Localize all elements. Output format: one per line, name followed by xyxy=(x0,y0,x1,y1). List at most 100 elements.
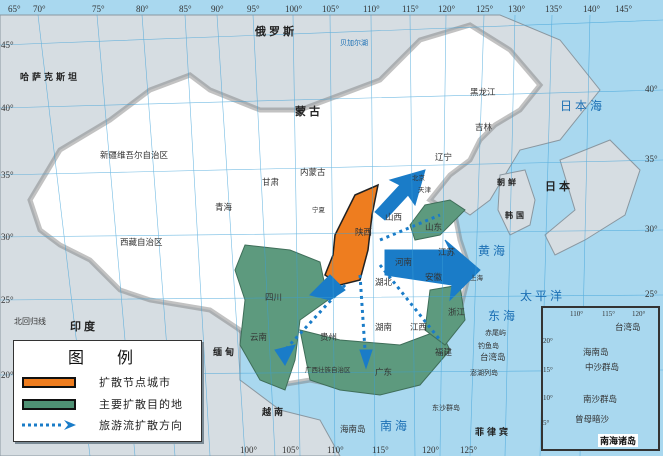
seas: 黄海 东海 南海 日本海 太平洋 xyxy=(380,98,605,433)
province-labels: 新疆维吾尔自治区 西藏自治区 青海 甘肃 内蒙古 黑龙江 吉林 辽宁 四川 贵州… xyxy=(100,87,506,435)
sichuan-yunnan-region xyxy=(234,244,329,391)
province-label: 天津 xyxy=(418,186,432,194)
province-label: 陕西 xyxy=(355,227,372,238)
country-label: 蒙古 xyxy=(295,104,323,118)
province-label: 吉林 xyxy=(475,122,493,133)
lon-label: 100° xyxy=(240,445,258,455)
sea-label: 太平洋 xyxy=(520,288,565,303)
lon-label: 95° xyxy=(247,4,260,14)
province-label: 河南 xyxy=(395,257,412,268)
dotted-arrow-icon xyxy=(22,420,76,430)
bottom-longitude-labels: 100° 105° 110° 115° 120° 125° xyxy=(240,445,478,455)
province-label: 湖北 xyxy=(375,278,393,288)
province-label: 山西 xyxy=(385,212,402,223)
province-label: 湖南 xyxy=(375,322,392,333)
lon-label: 130° xyxy=(508,4,526,14)
south-china-sea-inset xyxy=(541,306,660,451)
lon-label: 90° xyxy=(211,4,224,14)
flow-dotted-sichuan xyxy=(283,283,347,352)
lat-label: 40° xyxy=(1,103,14,113)
lon-label: 145° xyxy=(615,4,633,14)
lat-label: 25° xyxy=(1,295,14,305)
inset-title: 南海诸岛 xyxy=(598,434,639,447)
province-label: 黑龙江 xyxy=(470,87,496,98)
tropic-label: 北回归线 xyxy=(14,316,46,326)
province-label: 辽宁 xyxy=(435,152,452,163)
left-latitude-labels: 45° 40° 35° 30° 25° 20° xyxy=(1,40,14,380)
legend-label: 主要扩散目的地 xyxy=(99,398,183,411)
province-label: 云南 xyxy=(250,332,267,343)
flow-arrow-east xyxy=(384,239,481,302)
flow-arrow-northeast xyxy=(374,169,426,221)
island-labels: 赤尾屿 钓鱼岛 东沙群岛 澎湖列岛 xyxy=(432,328,506,412)
inset-lat-label: 10° xyxy=(543,394,553,402)
inset-lon-label: 120° xyxy=(632,310,646,318)
graticule xyxy=(0,14,663,456)
country-label: 朝鲜 xyxy=(497,177,519,187)
province-label: 福建 xyxy=(435,347,453,358)
country-label: 哈萨克斯坦 xyxy=(20,71,80,83)
flow-arrow-south xyxy=(359,349,373,370)
inset-lon-label: 115° xyxy=(602,310,615,318)
inset-lat-label: 20° xyxy=(543,337,553,345)
sea-label: 南海 xyxy=(380,418,410,433)
lon-label: 65° xyxy=(8,4,21,14)
country-label: 越南 xyxy=(261,406,286,418)
inset-label: 中沙群岛 xyxy=(585,362,619,372)
lon-label: 110° xyxy=(363,4,380,14)
legend-swatch-green xyxy=(22,398,76,410)
country-label: 印度 xyxy=(70,319,98,333)
legend-item-node-city xyxy=(22,375,76,389)
lon-label: 100° xyxy=(285,4,303,14)
lat-label: 45° xyxy=(1,40,14,50)
island-label: 钓鱼岛 xyxy=(478,341,499,350)
inset-lat-label: 15° xyxy=(543,366,553,374)
inset-label: 曾母暗沙 xyxy=(575,414,610,424)
lat-label: 25° xyxy=(645,289,658,299)
country-label: 缅甸 xyxy=(213,346,237,358)
lon-label: 85° xyxy=(179,4,192,14)
lon-label: 115° xyxy=(402,4,419,14)
inset-lat-label: 5° xyxy=(543,419,550,427)
province-label: 江苏 xyxy=(438,247,456,258)
lon-label: 135° xyxy=(545,4,563,14)
legend-label: 扩散节点城市 xyxy=(99,376,171,389)
country-labels: 俄罗斯 蒙古 哈萨克斯坦 印度 日本 朝鲜 韩国 缅甸 越南 菲律宾 xyxy=(20,24,570,438)
province-label: 台湾岛 xyxy=(480,352,506,363)
province-label: 上海 xyxy=(470,273,484,282)
lat-label: 20° xyxy=(1,370,14,380)
flow-arrow-yunnan xyxy=(274,344,296,366)
province-label: 宁夏 xyxy=(312,205,326,214)
china-mainland xyxy=(27,22,544,388)
province-label: 青海 xyxy=(215,202,233,213)
lat-label: 40° xyxy=(645,84,658,94)
lake-label: 贝加尔湖 xyxy=(340,38,368,47)
guangdong-guangxi-region xyxy=(299,329,451,396)
lon-label: 105° xyxy=(322,4,340,14)
country-label: 俄罗斯 xyxy=(254,24,297,38)
lon-label: 115° xyxy=(372,445,389,455)
province-label: 北京 xyxy=(412,173,426,182)
province-label: 广西壮族自治区 xyxy=(305,365,351,374)
lon-label: 140° xyxy=(583,4,601,14)
legend-swatch-orange xyxy=(22,376,76,388)
inset-lon-label: 110° xyxy=(570,310,583,318)
province-label: 西藏自治区 xyxy=(120,237,163,248)
province-label: 安徽 xyxy=(425,272,443,283)
lon-label: 125° xyxy=(460,445,478,455)
province-label: 山东 xyxy=(425,222,442,233)
lon-label: 75° xyxy=(92,4,105,14)
shandong-region xyxy=(409,199,466,241)
province-label: 广东 xyxy=(375,367,392,378)
province-label: 江西 xyxy=(410,323,427,333)
flow-dotted-hunan xyxy=(358,274,367,351)
inset-label: 海南岛 xyxy=(583,347,609,357)
lon-label: 120° xyxy=(438,4,456,14)
destination-regions xyxy=(234,199,466,396)
province-label: 甘肃 xyxy=(262,177,280,188)
sea-label: 日本海 xyxy=(560,98,605,113)
island-label: 东沙群岛 xyxy=(432,403,460,412)
lat-label: 30° xyxy=(1,232,14,242)
legend-item-destination xyxy=(22,397,76,411)
inset-label: 南沙群岛 xyxy=(583,394,617,404)
